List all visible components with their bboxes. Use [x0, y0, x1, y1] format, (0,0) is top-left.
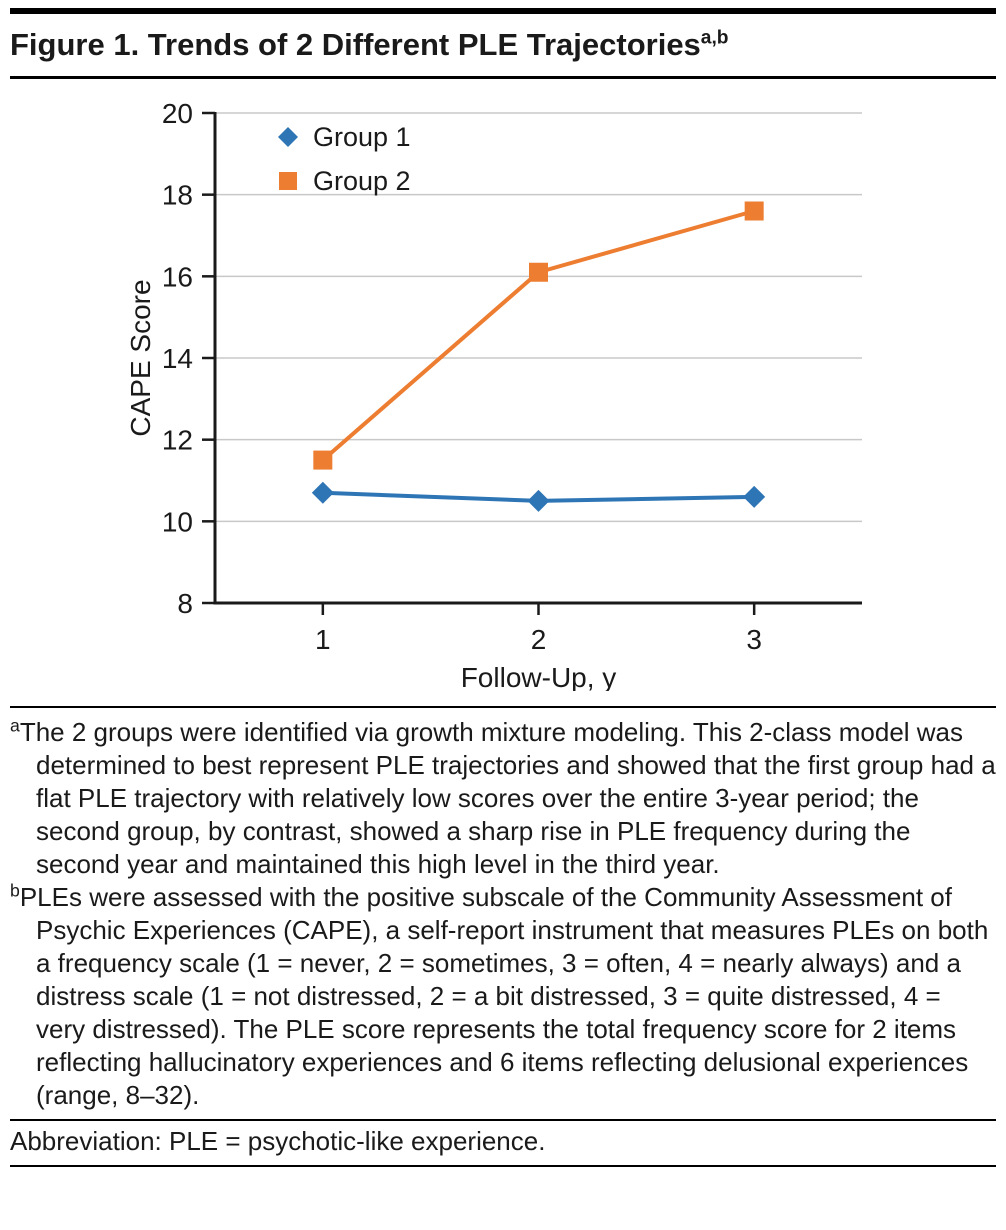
footnote-b: bPLEs were assessed with the positive su…: [10, 881, 996, 1112]
footnote-b-text: PLEs were assessed with the positive sub…: [19, 882, 989, 1110]
y-tick-label: 10: [162, 506, 193, 537]
y-tick-label: 14: [162, 343, 193, 374]
diamond-marker: [311, 481, 334, 504]
abbreviation-text: Abbreviation: PLE = psychotic-like exper…: [10, 1126, 546, 1156]
legend-marker-2: [279, 172, 297, 190]
series-line-2: [320, 209, 757, 463]
y-tick-label: 16: [162, 261, 193, 292]
footnote-a: aThe 2 groups were identified via growth…: [10, 716, 996, 881]
y-tick-label: 20: [162, 98, 193, 129]
square-marker: [313, 450, 333, 470]
footnote-a-text: The 2 groups were identified via growth …: [19, 717, 996, 879]
top-rule: [10, 8, 996, 14]
y-tick-label: 12: [162, 425, 193, 456]
abbreviation-block: Abbreviation: PLE = psychotic-like exper…: [10, 1119, 996, 1167]
legend-label-1: Group 1: [313, 122, 411, 152]
square-marker: [744, 201, 764, 221]
figure-title-superscript: a,b: [700, 27, 729, 49]
chart-area: 8 10 12 14 16 18 20 1 2 3 Follow-Up, y CAPE Score Gr…: [10, 79, 996, 696]
footnote-a-marker: a: [10, 715, 20, 736]
figure-title-text: Figure 1. Trends of 2 Different PLE Traj…: [10, 27, 701, 62]
y-axis-title: CAPE Score: [125, 279, 156, 436]
diamond-marker: [527, 489, 550, 512]
y-tick-label: 8: [177, 588, 193, 619]
y-tick-label: 18: [162, 180, 193, 211]
footnote-b-marker: b: [10, 880, 20, 901]
x-tick-label: 3: [746, 624, 762, 655]
x-axis-title: Follow-Up, y: [461, 662, 617, 691]
legend-marker-1: [278, 127, 298, 147]
x-tick-label: 2: [531, 624, 547, 655]
footnotes-section: aThe 2 groups were identified via growth…: [10, 706, 996, 1112]
legend-label-2: Group 2: [313, 166, 411, 196]
figure-title: Figure 1. Trends of 2 Different PLE Traj…: [10, 14, 996, 79]
x-tick-label: 1: [315, 624, 331, 655]
diamond-marker: [743, 485, 766, 508]
square-marker: [529, 262, 548, 282]
